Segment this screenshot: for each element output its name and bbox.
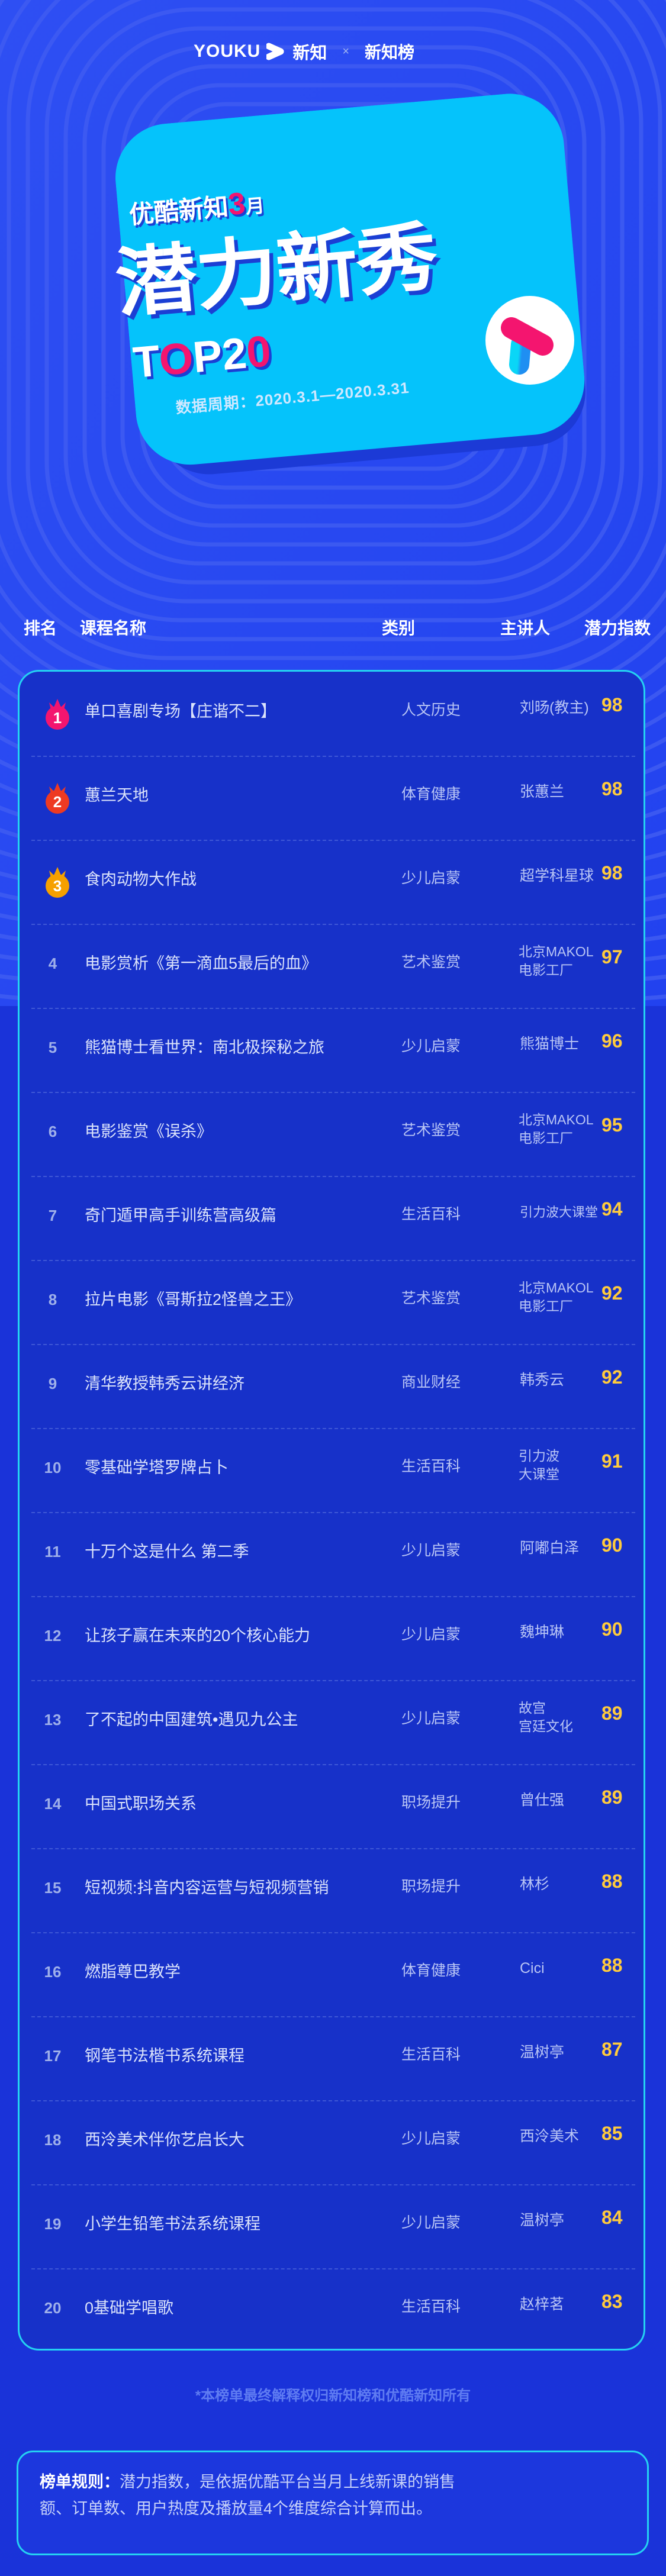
svg-text:2: 2	[53, 793, 62, 811]
svg-text:3: 3	[53, 877, 62, 895]
svg-text:1: 1	[53, 709, 62, 727]
